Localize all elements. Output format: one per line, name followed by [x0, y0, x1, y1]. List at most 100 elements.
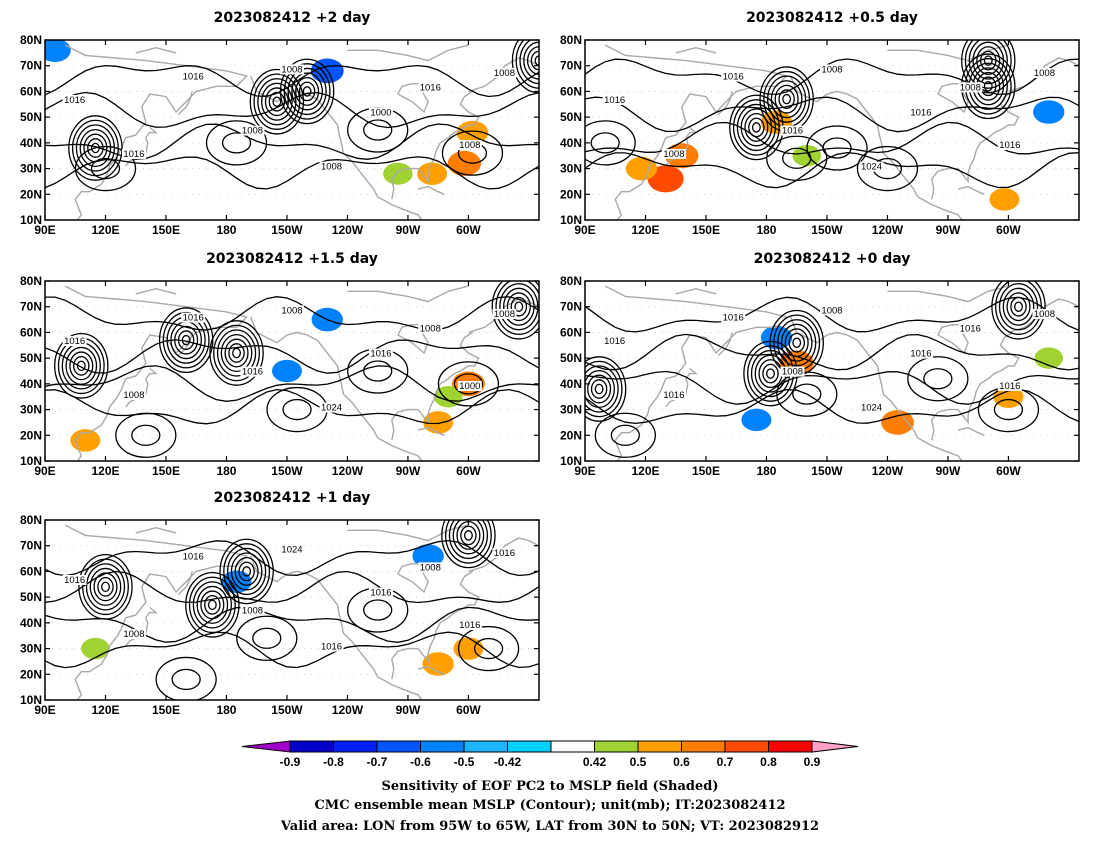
isobar-label: 1024	[321, 403, 342, 414]
colorbar-segment	[289, 740, 334, 753]
lon-tick-label: 60W	[996, 464, 1021, 478]
map-frame	[44, 39, 540, 221]
coastline	[177, 91, 193, 116]
map-panel: 2023082412 +1 day 1016 1008 1016 1008 1024 101…	[20, 490, 540, 717]
high-pressure-isobar	[221, 132, 252, 154]
low-pressure-isobar	[298, 81, 316, 102]
low-pressure-isobar	[234, 556, 259, 586]
low-pressure-isobar	[204, 595, 221, 615]
isobar	[45, 339, 539, 374]
isobar	[45, 156, 539, 190]
high-pressure-isobar	[776, 371, 838, 417]
negative-sensitivity-patch	[45, 40, 71, 63]
high-pressure-isobar	[993, 398, 1024, 421]
lon-tick-label: 90E	[34, 223, 55, 237]
low-pressure-isobar	[78, 554, 133, 620]
lon-tick-label: 150W	[271, 703, 303, 717]
colorbar-segment	[507, 740, 552, 753]
caption-line-2: CMC ensemble mean MSLP (Contour); unit(m…	[314, 798, 785, 813]
coastline	[417, 665, 445, 675]
lon-tick-label: 90E	[34, 464, 55, 478]
isobar-label: 1016	[604, 336, 625, 347]
low-pressure-isobar	[295, 76, 320, 106]
low-pressure-isobar	[264, 87, 289, 117]
low-pressure-isobar	[751, 122, 761, 133]
low-pressure-isobar	[534, 55, 539, 66]
high-pressure-isobar	[806, 125, 868, 171]
low-pressure-isobar	[594, 383, 604, 395]
low-pressure-isobar	[238, 561, 255, 582]
low-pressure-isobar	[590, 379, 608, 399]
lon-tick-label: 90W	[936, 464, 961, 478]
coastline	[957, 185, 985, 195]
isobar-label: 1008	[321, 162, 342, 173]
isobar-label: 1008	[1034, 68, 1055, 79]
lon-tick-label: 60W	[996, 223, 1021, 237]
low-pressure-isobar	[766, 368, 775, 379]
lon-tick-label: 60W	[456, 703, 481, 717]
low-pressure-isobar	[491, 281, 539, 340]
low-pressure-isobar	[732, 99, 780, 156]
high-pressure-isobar	[907, 356, 969, 402]
panel-title: 2023082412 +1 day	[214, 490, 371, 506]
isobar-label: 1016	[242, 367, 263, 378]
low-pressure-isobar	[192, 581, 233, 629]
isobar-label: 1008	[459, 140, 480, 151]
isobar	[45, 365, 539, 402]
low-pressure-isobar	[995, 281, 1042, 335]
lat-tick-label: 30N	[560, 403, 582, 417]
colorbar-tick-label: 0.42	[583, 755, 607, 769]
low-pressure-isobar	[101, 581, 110, 593]
panel-title: 2023082412 +0.5 day	[746, 10, 918, 26]
lon-tick-label: 180	[756, 464, 776, 478]
high-pressure-isobar	[90, 157, 121, 180]
low-pressure-isobar	[82, 558, 129, 616]
low-pressure-isobar	[972, 41, 1005, 80]
map-frame	[44, 280, 540, 462]
low-pressure-isobar	[291, 72, 323, 111]
lon-tick-label: 150E	[152, 464, 180, 478]
coastline	[468, 57, 539, 93]
low-pressure-isobar	[230, 552, 263, 591]
map-frame	[584, 280, 1080, 462]
isobar-label: 1000	[370, 108, 391, 119]
colorbar-tick-label: 0.8	[760, 755, 777, 769]
isobar-label: 1016	[999, 140, 1020, 151]
isobar-label: 1008	[494, 309, 515, 320]
lon-tick-label: 120E	[91, 464, 119, 478]
lat-tick-label: 10N	[560, 454, 582, 468]
isobar	[585, 58, 1079, 96]
isobar-label: 1008	[420, 562, 441, 573]
lon-tick-label: 60W	[456, 464, 481, 478]
low-pressure-isobar	[774, 84, 799, 114]
low-pressure-isobar	[585, 369, 615, 409]
colorbar-tick-label: -0.6	[410, 755, 431, 769]
low-pressure-isobar	[279, 58, 335, 125]
coastline	[64, 524, 248, 700]
low-pressure-isobar	[219, 538, 274, 605]
high-pressure-isobar	[131, 424, 161, 446]
colorbar-tick-label: 0.5	[630, 755, 647, 769]
lon-tick-label: 150E	[692, 464, 720, 478]
lon-tick-label: 90E	[34, 703, 55, 717]
low-pressure-isobar	[162, 311, 210, 369]
lon-tick-label: 120E	[631, 464, 659, 478]
low-pressure-isobar	[213, 324, 261, 382]
lon-tick-label: 90E	[574, 464, 595, 478]
low-pressure-isobar	[261, 82, 293, 121]
low-pressure-isobar	[68, 115, 123, 181]
isobar-label: 1016	[910, 349, 931, 360]
positive-sensitivity-patch	[1034, 347, 1064, 369]
colorbar-segment	[681, 740, 726, 753]
isobar-label: 1016	[782, 126, 803, 137]
high-pressure-isobar	[856, 145, 919, 192]
high-pressure-isobar	[115, 412, 177, 458]
colorbar-segment	[463, 740, 508, 753]
isobar-label: 1008	[821, 64, 842, 75]
colorbar-tick-label: -0.42	[494, 755, 522, 769]
colorbar-tick-label: 0.6	[673, 755, 690, 769]
isobar-label: 1008	[242, 126, 263, 137]
low-pressure-isobar	[777, 319, 817, 367]
lat-tick-label: 10N	[20, 213, 42, 227]
map-panel: 2023082412 +2 day 1016 1016 1016 1008 1008 100…	[20, 10, 540, 237]
